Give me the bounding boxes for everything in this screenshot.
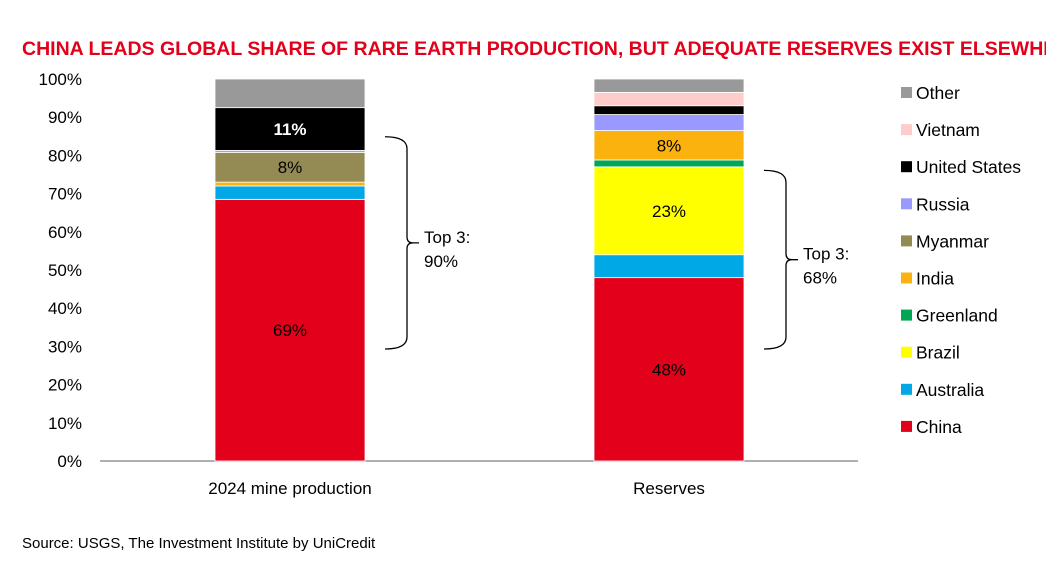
annotation-label: Top 3: (803, 245, 849, 264)
legend-label-greenland: Greenland (916, 306, 998, 326)
legend-swatch-vietnam (901, 124, 912, 136)
legend-label-vietnam: Vietnam (916, 120, 980, 140)
y-tick-label: 20% (48, 376, 82, 395)
bar-segment-united-states (214, 107, 366, 151)
legend-swatch-brazil (901, 346, 912, 358)
y-tick-label: 40% (48, 299, 82, 318)
bar-segment-australia (214, 185, 366, 200)
bar-segment-india (214, 181, 366, 187)
legend-swatch-greenland (901, 309, 912, 321)
y-tick-label: 0% (57, 452, 82, 471)
data-label: 8% (278, 158, 303, 177)
bar-segment-greenland (593, 159, 745, 168)
legend-label-brazil: Brazil (916, 343, 960, 363)
y-tick-label: 10% (48, 414, 82, 433)
legend-swatch-china (901, 420, 912, 432)
legend-swatch-india (901, 272, 912, 284)
y-tick-label: 30% (48, 337, 82, 356)
x-tick-label: 2024 mine production (208, 479, 372, 498)
legend-label-other: Other (916, 83, 960, 103)
y-tick-label: 60% (48, 223, 82, 242)
legend-label-india: India (916, 269, 954, 289)
bar-segment-china (593, 277, 745, 462)
bar-segment-australia (593, 254, 745, 279)
y-tick-label: 50% (48, 261, 82, 280)
legend-swatch-australia (901, 383, 912, 395)
bar-segment-other (214, 78, 366, 109)
bar-segment-brazil (593, 166, 745, 256)
legend-swatch-other (901, 87, 912, 98)
legend-swatch-myanmar (901, 235, 912, 247)
bar-segment-myanmar (214, 151, 366, 183)
data-label: 8% (657, 136, 682, 155)
annotation-value: 68% (803, 269, 837, 288)
legend: Other Vietnam United States Russia Myanmar In… (901, 83, 1021, 437)
bar-segment-vietnam (593, 91, 745, 107)
legend-label-china: China (916, 417, 962, 437)
annotation-label: Top 3: (424, 228, 470, 247)
data-label: 48% (652, 360, 686, 379)
x-tick-label: Reserves (633, 479, 705, 498)
annotation-value: 90% (424, 252, 458, 271)
bar-segment-russia (593, 114, 745, 131)
legend-swatch-united-states (901, 161, 912, 173)
bars: 69% 8% 11% 48% 23% 8% (214, 78, 745, 462)
chart-title: CHINA LEADS GLOBAL SHARE OF RARE EARTH P… (22, 38, 1046, 60)
source-note: Source: USGS, The Investment Institute b… (22, 535, 376, 552)
data-label: 23% (652, 202, 686, 221)
y-tick-label: 90% (48, 108, 82, 127)
bar-segment-other (593, 78, 745, 93)
y-tick-label: 70% (48, 185, 82, 204)
data-label: 69% (273, 321, 307, 340)
bar-segment-united-states (593, 105, 745, 115)
legend-label-australia: Australia (916, 380, 984, 400)
y-tick-label: 80% (48, 146, 82, 165)
annotations: Top 3: 90% Top 3: 68% (384, 136, 849, 350)
legend-label-myanmar: Myanmar (916, 231, 989, 251)
brace-annotation (763, 169, 798, 350)
legend-label-united-states: United States (916, 157, 1021, 177)
data-label: 11% (273, 120, 306, 139)
bar-segment-china (214, 198, 366, 462)
bar-segment-india (593, 130, 745, 161)
legend-label-russia: Russia (916, 194, 970, 214)
y-axis: 0% 10% 20% 30% 40% 50% 60% 70% 80% 90% 100% 2024 mi… (39, 70, 858, 498)
legend-swatch-russia (901, 198, 912, 210)
brace-annotation (384, 136, 419, 350)
y-tick-label: 100% (39, 70, 82, 89)
